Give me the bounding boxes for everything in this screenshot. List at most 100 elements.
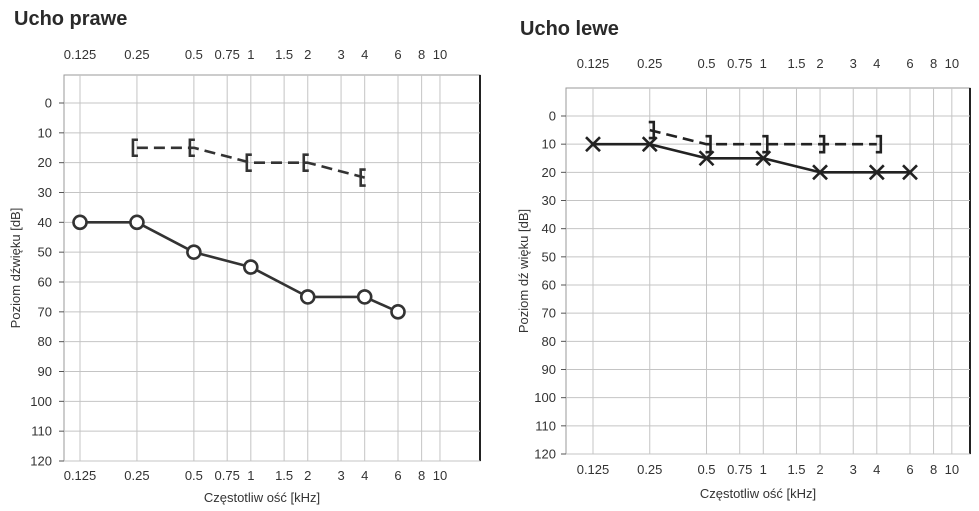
chart-right-ear-plot: 0.125 0.125 0.25 0.25 0.5 0.5 0.75 0.75 1 1 1.5 1.5… — [8, 47, 481, 505]
marker-bracket — [245, 153, 252, 172]
x-tick-label-top: 2 — [816, 56, 823, 71]
x-tick-label-top: 4 — [873, 56, 880, 71]
marker-bracket — [359, 168, 366, 187]
x-tick-label-top: 1.5 — [275, 47, 293, 62]
y-tick-label: 10 — [38, 125, 52, 140]
x-tick-label-bottom: 1.5 — [787, 462, 805, 477]
marker-circle — [186, 244, 202, 260]
x-tick-label-top: 0.5 — [185, 47, 203, 62]
x-tick-label-top: 2 — [304, 47, 311, 62]
x-tick-label-top: 0.25 — [124, 47, 149, 62]
marker-circle — [129, 214, 145, 231]
x-tick-label-top: 0.75 — [215, 47, 240, 62]
y-tick-label: 70 — [542, 306, 556, 321]
x-tick-label-bottom: 3 — [337, 468, 344, 483]
x-tick-label-bottom: 0.5 — [697, 462, 715, 477]
y-tick-label: 20 — [542, 165, 556, 180]
y-tick-label: 30 — [542, 193, 556, 208]
x-tick-label-bottom: 0.5 — [185, 468, 203, 483]
series-line-masked — [136, 146, 366, 179]
x-axis-label: Częstotliw ość [kHz] — [700, 486, 816, 501]
marker-x — [698, 150, 715, 167]
x-tick-label-top: 0.125 — [577, 56, 610, 71]
x-tick-label-top: 1 — [760, 56, 767, 71]
y-tick-label: 70 — [38, 304, 52, 319]
x-tick-label-bottom: 0.75 — [727, 462, 752, 477]
x-tick-label-bottom: 10 — [433, 468, 447, 483]
y-axis-label: Poziom dźwięku [dB] — [8, 208, 23, 329]
x-tick-label-bottom: 8 — [930, 462, 937, 477]
x-tick-label-top: 10 — [945, 56, 959, 71]
x-tick-label-top: 1.5 — [787, 56, 805, 71]
x-tick-label-bottom: 6 — [394, 468, 401, 483]
marker-x — [755, 150, 772, 167]
x-tick-label-top: 0.125 — [64, 47, 97, 62]
y-tick-label: 90 — [38, 364, 52, 379]
y-tick-label: 40 — [38, 215, 52, 230]
y-tick-label: 100 — [534, 390, 556, 405]
x-tick-label-bottom: 0.125 — [64, 468, 97, 483]
x-tick-label-bottom: 3 — [850, 462, 857, 477]
x-tick-label-bottom: 2 — [816, 462, 823, 477]
x-tick-label-bottom: 0.75 — [215, 468, 240, 483]
y-tick-label: 50 — [542, 249, 556, 264]
chart-title: Ucho prawe — [14, 8, 128, 30]
marker-bracket — [762, 134, 769, 154]
x-tick-label-top: 1 — [247, 47, 254, 62]
x-tick-label-bottom: 0.25 — [637, 462, 662, 477]
marker-bracket — [705, 134, 712, 154]
x-tick-label-top: 3 — [337, 47, 344, 62]
chart-title: Ucho lewe — [520, 18, 619, 40]
x-tick-label-top: 0.5 — [697, 56, 715, 71]
x-tick-label-bottom: 0.125 — [577, 462, 610, 477]
marker-x-stroke — [698, 150, 715, 167]
chart-left-ear-plot: 0.125 0.125 0.25 0.25 0.5 0.5 0.75 0.75 1 1 1.5 1.5… — [516, 56, 971, 501]
marker-circle — [356, 289, 373, 305]
x-tick-label-top: 10 — [433, 47, 447, 62]
y-tick-label: 110 — [535, 418, 556, 433]
x-tick-label-bottom: 1 — [247, 468, 254, 483]
marker-x — [902, 164, 918, 181]
y-tick-label: 80 — [542, 334, 556, 349]
y-tick-label: 120 — [534, 447, 556, 462]
y-tick-label: 30 — [38, 185, 52, 200]
marker-x-stroke — [755, 150, 772, 167]
y-tick-label: 10 — [542, 137, 556, 152]
marker-circle — [299, 289, 316, 305]
y-tick-label: 80 — [38, 334, 52, 349]
x-tick-label-bottom: 4 — [361, 468, 368, 483]
marker-circle — [72, 214, 88, 231]
x-axis-label: Częstotliw ość [kHz] — [204, 490, 320, 505]
y-tick-label: 60 — [38, 275, 52, 290]
y-tick-label: 20 — [38, 155, 52, 170]
y-tick-label: 120 — [30, 454, 52, 469]
x-tick-label-top: 0.25 — [637, 56, 662, 71]
x-tick-label-bottom: 6 — [906, 462, 913, 477]
marker-x — [868, 164, 885, 181]
marker-bracket — [131, 138, 138, 158]
marker-x-stroke — [641, 136, 658, 153]
y-tick-label: 50 — [38, 245, 52, 260]
marker-circle — [390, 304, 406, 320]
marker-bracket — [819, 134, 826, 154]
x-tick-label-bottom: 2 — [304, 468, 311, 483]
marker-x-stroke — [902, 164, 918, 181]
series-line-masked — [649, 128, 877, 146]
marker-bracket — [875, 134, 883, 154]
x-tick-label-bottom: 1.5 — [275, 468, 293, 483]
x-tick-label-bottom: 1 — [760, 462, 767, 477]
marker-x-stroke — [812, 164, 828, 181]
x-tick-label-bottom: 0.25 — [124, 468, 149, 483]
marker-x-stroke — [868, 164, 885, 181]
y-tick-label: 40 — [542, 221, 556, 236]
marker-bracket — [648, 120, 656, 140]
marker-circle — [243, 259, 259, 275]
x-tick-label-top: 0.75 — [727, 56, 752, 71]
y-tick-label: 0 — [549, 109, 556, 124]
y-tick-label: 110 — [31, 424, 52, 439]
y-tick-label: 60 — [542, 278, 556, 293]
chart-left-ear: Ucho lewe 0.125 0.125 0.25 0.25 0.5 0.5 0.75 0.… — [490, 0, 979, 511]
x-tick-label-top: 8 — [930, 56, 937, 71]
x-tick-label-top: 3 — [850, 56, 857, 71]
marker-bracket — [302, 153, 309, 172]
